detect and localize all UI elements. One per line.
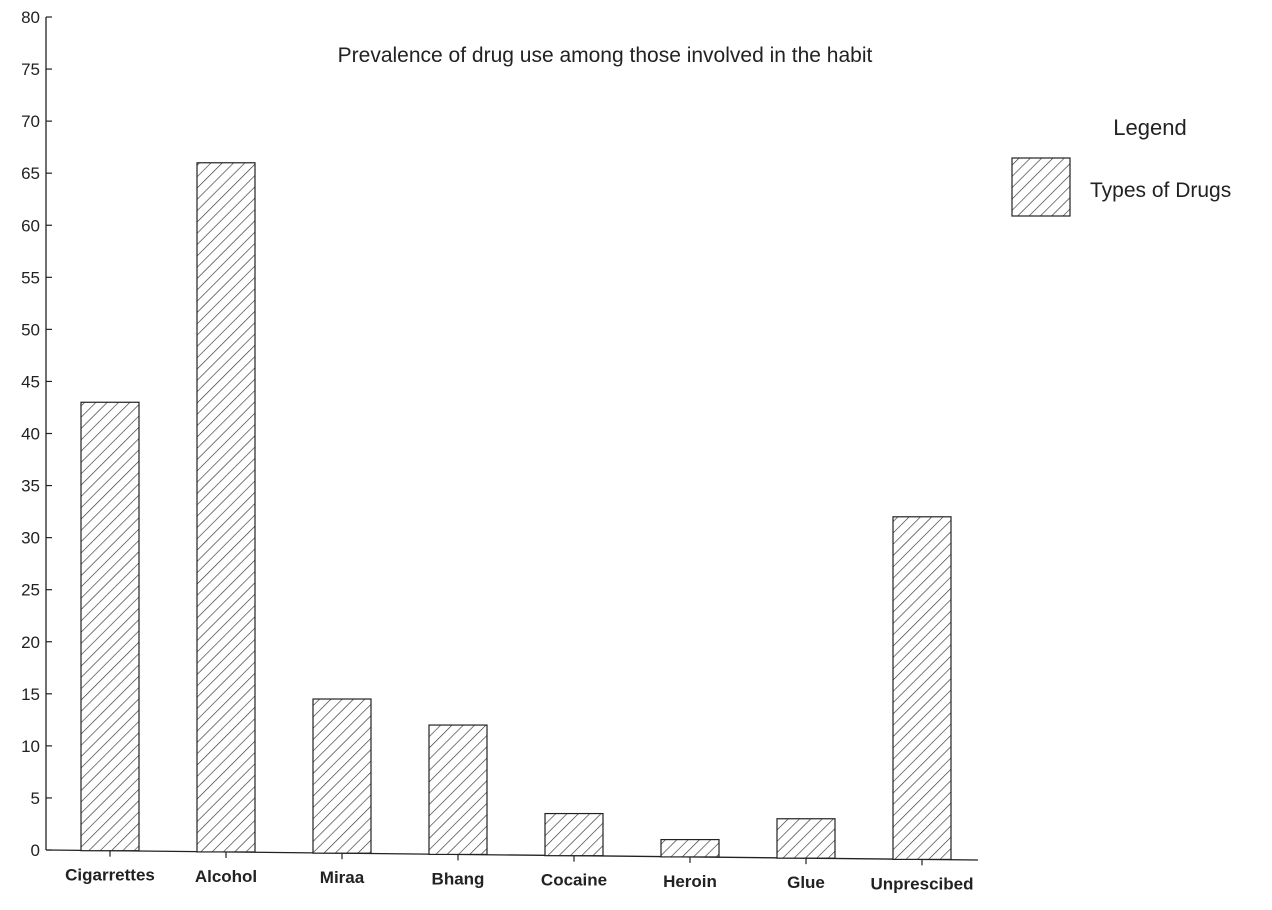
bar xyxy=(660,838,720,858)
y-tick-label: 50 xyxy=(21,320,40,339)
legend-entry-label: Types of Drugs xyxy=(1090,179,1231,202)
x-axis: Cigarrettes Alcohol Miraa Bhang Cocaine Heroi… xyxy=(45,849,979,893)
y-tick-label: 5 xyxy=(31,789,40,808)
x-tick-label: Cigarrettes xyxy=(65,866,155,885)
legend-title: Legend xyxy=(1113,115,1186,140)
bar xyxy=(80,401,140,852)
y-tick-label: 70 xyxy=(21,112,40,131)
y-tick-label: 80 xyxy=(21,8,40,27)
y-tick-label: 55 xyxy=(21,268,40,287)
y-tick-label: 0 xyxy=(31,841,40,860)
y-tick-label: 35 xyxy=(21,477,40,496)
bars xyxy=(80,162,952,860)
x-axis-line xyxy=(45,849,979,861)
y-tick-label: 20 xyxy=(21,633,40,652)
x-tick-label: Heroin xyxy=(663,872,717,891)
y-tick-label: 25 xyxy=(21,581,40,600)
y-tick-label: 45 xyxy=(21,372,40,391)
bar xyxy=(776,818,836,859)
chart-title: Prevalence of drug use among those invol… xyxy=(338,44,873,67)
y-tick-label: 40 xyxy=(21,425,40,444)
y-tick-label: 10 xyxy=(21,737,40,756)
bar xyxy=(892,516,952,860)
y-tick-label: 30 xyxy=(21,529,40,548)
x-tick-label: Cocaine xyxy=(541,871,607,890)
y-axis: 0 5 10 15 20 25 30 35 40 45 50 55 60 65 70 75 80 xyxy=(21,8,52,860)
y-tick-label: 60 xyxy=(21,216,40,235)
x-tick-label: Glue xyxy=(787,873,825,892)
x-tick-label: Alcohol xyxy=(195,867,257,886)
x-tick-label: Bhang xyxy=(432,869,485,888)
legend: Legend Types of Drugs xyxy=(1011,115,1231,217)
bar xyxy=(428,724,488,856)
y-tick-label: 15 xyxy=(21,685,40,704)
y-tick-label: 75 xyxy=(21,60,40,79)
bar xyxy=(196,162,256,853)
y-tick-label: 65 xyxy=(21,164,40,183)
legend-swatch xyxy=(1011,157,1071,217)
x-tick-label: Miraa xyxy=(320,868,365,887)
x-tick-label: Unprescibed xyxy=(871,874,974,893)
bar xyxy=(312,698,372,854)
bar xyxy=(544,812,604,857)
